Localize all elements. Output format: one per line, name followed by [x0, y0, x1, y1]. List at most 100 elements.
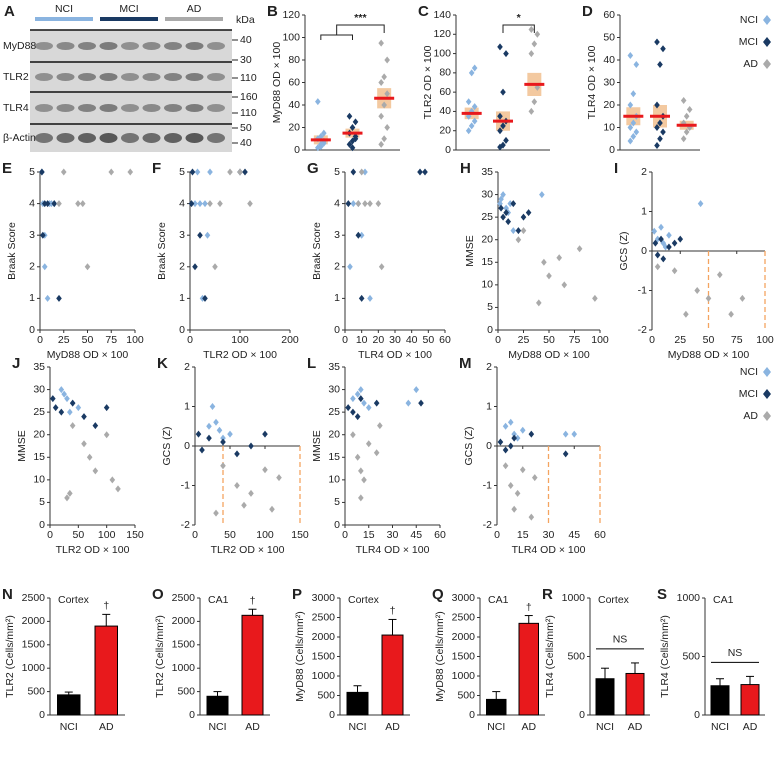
x-tick-label: 0	[187, 334, 193, 346]
band	[78, 104, 96, 112]
y-tick-label: 2	[486, 361, 492, 373]
band	[99, 133, 118, 143]
point	[503, 209, 509, 217]
y-tick-label: 60	[603, 9, 615, 21]
annotation: †	[526, 601, 532, 613]
point	[381, 135, 387, 143]
x-tick-label: 0	[37, 334, 43, 346]
x-tick-label: 25	[674, 334, 686, 346]
point	[671, 239, 678, 247]
point	[92, 422, 99, 430]
point	[497, 43, 503, 51]
y-tick-label: 2	[334, 261, 340, 273]
point	[220, 438, 226, 446]
point	[627, 101, 634, 109]
point	[686, 106, 693, 113]
bar	[625, 672, 645, 716]
point	[627, 52, 634, 59]
panel-letter: G	[307, 160, 319, 177]
point	[465, 127, 472, 135]
x-tick-label: 15	[363, 529, 375, 541]
x-tick-label: 0	[649, 334, 655, 346]
y-tick-label: 20	[288, 121, 300, 133]
point	[592, 294, 598, 302]
point	[84, 263, 91, 271]
point	[514, 489, 521, 497]
point	[378, 79, 384, 86]
y-tick-label: 100	[433, 47, 451, 59]
point	[498, 204, 504, 212]
point	[354, 413, 361, 421]
band	[185, 42, 204, 50]
point	[468, 69, 475, 77]
y-tick-label: 3000	[312, 592, 336, 604]
band	[56, 133, 75, 143]
point	[361, 476, 367, 484]
bracket	[336, 24, 385, 35]
point	[562, 450, 569, 458]
point	[571, 430, 578, 438]
point	[683, 112, 690, 120]
point	[237, 168, 243, 176]
point	[365, 404, 372, 412]
y-tick-label: 500	[567, 650, 585, 662]
point	[79, 200, 86, 208]
x-tick-label: NCI	[711, 721, 729, 733]
y-tick-label: 2000	[172, 615, 196, 627]
point	[355, 231, 362, 239]
point	[75, 404, 82, 412]
point	[654, 263, 661, 271]
point	[362, 200, 368, 208]
legend-marker	[763, 389, 771, 399]
x-tick-label: 100	[231, 334, 249, 346]
y-tick-label: 30	[603, 76, 615, 88]
x-tick-label: 0	[192, 529, 198, 541]
band	[142, 42, 161, 50]
point	[269, 505, 275, 513]
y-tick-label: 120	[282, 9, 300, 21]
point	[666, 243, 672, 251]
point	[627, 124, 634, 131]
y-tick-label: 0	[487, 324, 493, 336]
point	[381, 101, 387, 109]
subtitle: Cortex	[58, 594, 90, 606]
y-tick-label: 2500	[452, 611, 476, 623]
point	[58, 408, 65, 416]
marker-label: 40	[240, 137, 252, 149]
point	[69, 399, 76, 407]
x-tick-label: AD	[743, 721, 758, 733]
point	[546, 272, 552, 280]
group-label: NCI	[55, 3, 73, 15]
point	[67, 489, 73, 497]
band-label: TLR2	[3, 71, 29, 83]
marker-label: 160	[240, 91, 258, 103]
point	[528, 430, 535, 438]
point	[350, 168, 357, 176]
band	[207, 42, 225, 50]
x-tick-label: NCI	[208, 721, 226, 733]
panel-letter: O	[152, 586, 164, 603]
point	[227, 168, 233, 176]
x-tick-label: 30	[389, 334, 401, 346]
x-axis-label: MyD88 OD × 100	[47, 349, 129, 361]
point	[367, 200, 373, 208]
y-tick-label: 5	[334, 166, 340, 178]
point	[680, 97, 687, 104]
point	[378, 140, 384, 148]
subtitle: CA1	[488, 594, 509, 606]
point	[108, 168, 115, 176]
point	[50, 395, 56, 403]
x-tick-label: AD	[245, 721, 260, 733]
point	[321, 129, 327, 137]
x-tick-label: 25	[58, 334, 70, 346]
point	[505, 218, 511, 226]
point	[349, 144, 356, 152]
band	[99, 104, 118, 112]
y-tick-label: -2	[483, 519, 492, 531]
point	[666, 231, 672, 239]
point	[507, 418, 514, 426]
y-tick-label: 1000	[312, 670, 336, 682]
y-tick-label: 25	[481, 211, 493, 223]
